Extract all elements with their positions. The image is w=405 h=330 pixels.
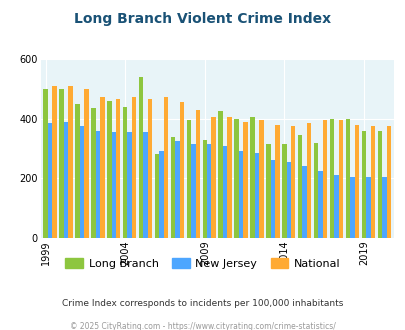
Bar [84,89,88,238]
Bar [322,120,326,238]
Bar [297,135,302,238]
Bar [290,126,295,238]
Bar [286,162,290,238]
Bar [329,119,333,238]
Bar [175,141,179,238]
Bar [48,123,52,238]
Bar [171,137,175,238]
Bar [350,177,354,238]
Bar [111,132,116,238]
Bar [91,108,96,238]
Bar [52,86,57,238]
Bar [179,102,183,238]
Bar [227,117,231,238]
Bar [386,126,390,238]
Bar [370,126,374,238]
Bar [123,107,127,238]
Bar [313,143,318,238]
Bar [132,96,136,238]
Bar [116,99,120,238]
Bar [275,125,279,238]
Bar [222,146,227,238]
Bar [365,177,370,238]
Bar [218,111,222,238]
Bar [338,120,342,238]
Bar [318,171,322,238]
Bar [195,110,200,238]
Bar [96,131,100,238]
Bar [381,177,386,238]
Bar [270,160,275,238]
Bar [100,96,104,238]
Bar [75,104,79,238]
Bar [281,144,286,238]
Bar [258,120,263,238]
Bar [207,144,211,238]
Bar [159,151,163,238]
Bar [59,89,64,238]
Bar [254,153,258,238]
Text: Long Branch Violent Crime Index: Long Branch Violent Crime Index [74,12,331,25]
Bar [211,117,215,238]
Bar [68,86,72,238]
Text: Crime Index corresponds to incidents per 100,000 inhabitants: Crime Index corresponds to incidents per… [62,299,343,308]
Bar [266,144,270,238]
Bar [377,131,381,238]
Bar [107,101,111,238]
Legend: Long Branch, New Jersey, National: Long Branch, New Jersey, National [61,254,344,273]
Bar [302,166,306,238]
Bar [306,123,311,238]
Bar [333,175,338,238]
Bar [43,89,48,238]
Bar [250,117,254,238]
Bar [243,122,247,238]
Bar [64,122,68,238]
Bar [361,131,365,238]
Bar [139,77,143,238]
Bar [345,119,350,238]
Bar [79,126,84,238]
Bar [163,96,168,238]
Bar [202,140,207,238]
Bar [147,99,152,238]
Bar [191,144,195,238]
Text: © 2025 CityRating.com - https://www.cityrating.com/crime-statistics/: © 2025 CityRating.com - https://www.city… [70,322,335,330]
Bar [186,120,191,238]
Bar [234,119,238,238]
Bar [354,125,358,238]
Bar [154,154,159,238]
Bar [143,132,147,238]
Bar [238,151,243,238]
Bar [127,132,132,238]
